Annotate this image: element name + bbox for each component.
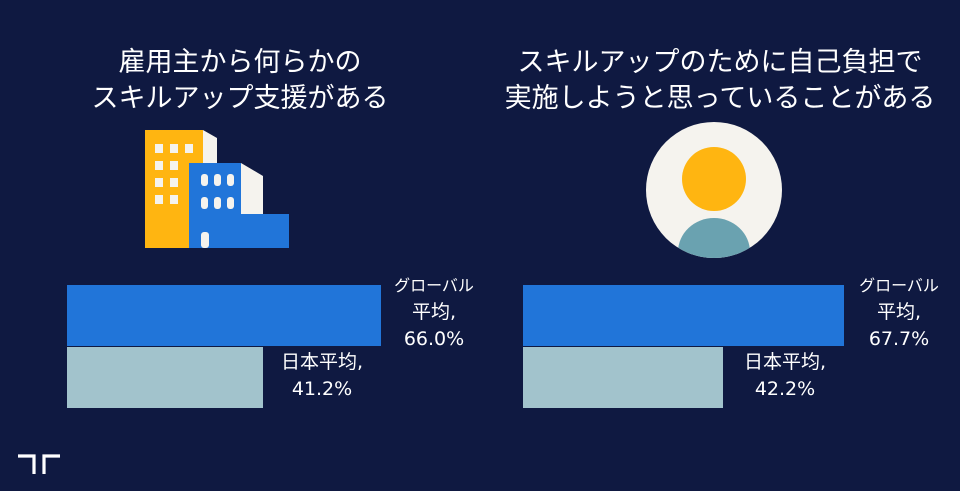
chart-title: スキルアップのために自己負担で 実施しようと思っていることがある	[480, 45, 960, 117]
chart-title: 雇用主から何らかの スキルアップ支援がある	[0, 45, 480, 117]
data-label-line: 41.2%	[291, 378, 353, 400]
data-label-line: 42.2%	[754, 378, 816, 400]
data-label-global-average: グローバル 平均, 66.0%	[384, 272, 484, 353]
chart-panel-employer-support: 雇用主から何らかの スキルアップ支援がある グローバル 平均, 66.0% 日本…	[0, 45, 480, 408]
data-label-japan-average: 日本平均, 41.2%	[262, 349, 382, 403]
bar-japan-average	[523, 347, 724, 408]
data-label-line: 66.0%	[403, 328, 465, 350]
chart-panel-self-funded: スキルアップのために自己負担で 実施しようと思っていることがある グローバル 平…	[480, 0, 960, 491]
data-label-japan-average: 日本平均, 42.2%	[725, 349, 845, 403]
bar-japan-average	[67, 347, 263, 408]
bar-global-average	[67, 285, 381, 346]
data-label-line: 日本平均,	[280, 351, 364, 373]
data-label-line: 平均,	[876, 301, 922, 323]
building-icon	[145, 130, 289, 248]
data-label-line: 平均,	[411, 301, 457, 323]
chart-title-line-1: スキルアップのために自己負担で	[517, 47, 923, 78]
chart-title-line-2: スキルアップ支援がある	[91, 83, 389, 114]
randstad-logo-icon	[18, 454, 60, 474]
data-label-line: グローバル	[859, 276, 939, 295]
bar-global-average	[523, 285, 844, 346]
chart-title-line-1: 雇用主から何らかの	[118, 47, 362, 78]
data-label-line: 67.7%	[868, 328, 930, 350]
data-label-global-average: グローバル 平均, 67.7%	[849, 272, 949, 353]
chart-title-line-2: 実施しようと思っていることがある	[504, 83, 936, 114]
data-label-line: 日本平均,	[743, 351, 827, 373]
data-label-line: グローバル	[394, 276, 474, 295]
person-icon	[646, 122, 782, 258]
